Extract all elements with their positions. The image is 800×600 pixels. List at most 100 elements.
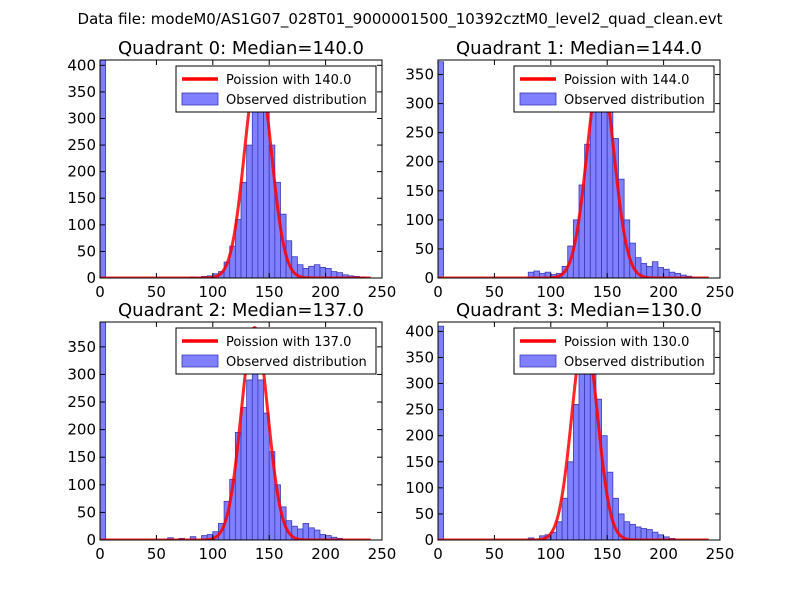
x-tick-label: 0 (433, 545, 443, 563)
y-tick-label: 250 (405, 401, 434, 419)
y-tick-label: 100 (67, 216, 96, 234)
panels-container: 0 50 100 150 200 250 0 50 100 150 200 250 300 350 400 Q… (67, 38, 734, 563)
legend-bar-swatch (181, 92, 219, 106)
chart-panel-2: 0 50 100 150 200 250 0 50 100 150 200 250 300 350 Quad… (67, 300, 396, 563)
y-tick-label: 0 (86, 269, 96, 287)
x-tick-label: 250 (368, 545, 397, 563)
poisson-curve (438, 332, 709, 540)
histogram-bar (240, 407, 248, 540)
x-tick-label: 0 (95, 545, 105, 563)
x-tick-label: 100 (198, 283, 227, 301)
y-tick-label: 100 (405, 211, 434, 229)
histogram-bar (302, 523, 310, 540)
chart-panel-1: 0 50 100 150 200 250 0 50 100 150 200 250 300 350 Quad… (405, 38, 734, 301)
histogram-bar (246, 144, 253, 278)
y-tick-label: 150 (405, 182, 434, 200)
axes-frame (99, 59, 383, 279)
histogram-bar (567, 461, 574, 540)
x-tick-label: 0 (433, 283, 443, 301)
x-tick-label: 200 (311, 545, 340, 563)
histogram-bar (438, 61, 445, 278)
histogram-bar (100, 60, 107, 278)
y-tick-label: 100 (67, 476, 96, 494)
chart-panel-3: 0 50 100 150 200 250 0 50 100 150 200 250 300 350 400 Q… (405, 300, 734, 563)
x-tick-label: 50 (485, 283, 504, 301)
legend-label-observed: Observed distribution (226, 93, 367, 108)
y-tick-label: 50 (415, 240, 434, 258)
x-tick-label: 200 (311, 283, 340, 301)
plot-area (438, 325, 709, 540)
plot-area (438, 61, 709, 278)
histogram-bar (438, 325, 445, 540)
plot-area (100, 322, 371, 540)
y-tick-label: 400 (67, 56, 96, 74)
y-tick-label: 400 (405, 322, 434, 340)
y-tick-label: 100 (405, 479, 434, 497)
histogram-bar (257, 379, 264, 540)
histogram-bar (595, 85, 602, 278)
legend: Poission with 137.0 Observed distribution (175, 327, 377, 375)
legend-bar-swatch (181, 354, 219, 368)
histogram-bar (657, 267, 665, 278)
panel-title: Quadrant 1: Median=144.0 (456, 38, 702, 59)
histogram-bar (640, 528, 648, 540)
y-tick-label: 350 (405, 66, 434, 84)
y-tick-label: 0 (424, 531, 434, 549)
panel-title: Quadrant 3: Median=130.0 (456, 300, 702, 321)
histogram-bar (651, 261, 659, 278)
x-tick-label: 0 (95, 283, 105, 301)
x-tick-label: 150 (255, 545, 284, 563)
chart-panel-0: 0 50 100 150 200 250 0 50 100 150 200 250 300 350 400 Q… (67, 38, 396, 301)
y-tick-label: 200 (405, 427, 434, 445)
histogram-bar (251, 102, 259, 278)
legend: Poission with 144.0 Observed distribution (513, 65, 715, 113)
axes-frame (437, 321, 721, 541)
y-tick-label: 350 (67, 338, 96, 356)
y-tick-label: 350 (405, 348, 434, 366)
x-tick-label: 250 (706, 545, 735, 563)
y-tick-label: 250 (67, 136, 96, 154)
x-tick-label: 200 (649, 283, 678, 301)
legend: Poission with 130.0 Observed distribution (513, 327, 715, 375)
legend-label-poisson: Poission with 130.0 (564, 335, 689, 350)
x-tick-label: 250 (368, 283, 397, 301)
legend-label-poisson: Poission with 140.0 (226, 73, 351, 88)
legend-label-observed: Observed distribution (226, 355, 367, 370)
y-tick-label: 300 (405, 95, 434, 113)
legend-label-poisson: Poission with 144.0 (564, 73, 689, 88)
figure-title: Data file: modeM0/AS1G07_028T01_90000015… (78, 10, 723, 29)
axes-frame (99, 321, 383, 541)
panel-title: Quadrant 0: Median=140.0 (118, 38, 364, 59)
histogram-bar (578, 372, 586, 540)
panel-title: Quadrant 2: Median=137.0 (118, 300, 364, 321)
histogram-bar (313, 264, 321, 278)
histogram-bar (308, 527, 315, 540)
histogram-bar (308, 265, 315, 278)
x-tick-label: 200 (649, 545, 678, 563)
histogram-bar (561, 497, 569, 540)
x-tick-label: 150 (593, 545, 622, 563)
y-tick-label: 150 (67, 448, 96, 466)
x-tick-label: 100 (198, 545, 227, 563)
x-tick-label: 100 (536, 545, 565, 563)
y-tick-label: 0 (86, 531, 96, 549)
histogram-bar (556, 521, 563, 540)
x-tick-label: 50 (147, 545, 166, 563)
axes-frame (437, 59, 721, 279)
histogram-bar (646, 529, 653, 540)
histogram-bar (100, 322, 107, 540)
y-tick-label: 50 (77, 503, 96, 521)
histogram-bar (246, 379, 253, 540)
histogram-bar (589, 109, 597, 278)
y-tick-label: 200 (67, 421, 96, 439)
histogram-bar (319, 266, 326, 278)
x-tick-label: 50 (147, 283, 166, 301)
histogram-bar (629, 523, 636, 540)
x-tick-label: 50 (485, 545, 504, 563)
y-tick-label: 300 (67, 109, 96, 127)
y-tick-label: 50 (77, 242, 96, 260)
x-tick-label: 250 (706, 283, 735, 301)
y-tick-label: 200 (405, 153, 434, 171)
x-tick-label: 150 (593, 283, 622, 301)
